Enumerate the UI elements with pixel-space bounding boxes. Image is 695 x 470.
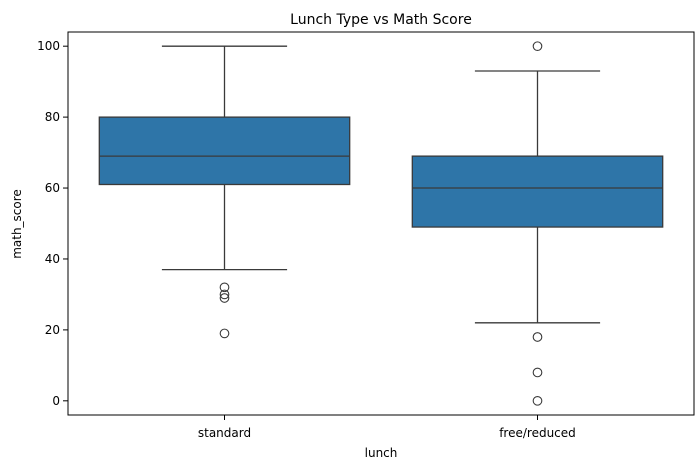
x-tick-label: free/reduced [499,426,576,440]
outlier-point [532,41,543,52]
plot-area [98,41,664,406]
y-tick-label: 0 [52,394,60,408]
iqr-box [98,116,351,186]
y-tick-label: 40 [45,252,60,266]
y-tick-label: 80 [45,110,60,124]
y-axis: 0 20 40 60 80 100 [37,39,68,408]
x-tick-label: standard [198,426,251,440]
outlier-point [532,395,543,406]
plot-frame [67,31,695,416]
chart-title: Lunch Type vs Math Score [290,12,472,28]
outlier-point [532,367,543,378]
y-axis-label: math_score [10,189,24,259]
y-tick-label: 100 [37,39,60,53]
x-axis: standard free/reduced [198,415,576,440]
x-axis-label: lunch [365,446,398,460]
box-2 [411,41,664,406]
outlier-point [219,289,230,300]
outlier-point [219,328,230,339]
y-tick-label: 20 [45,323,60,337]
box-1 [98,45,351,339]
outlier-point [532,332,543,342]
iqr-box [411,155,664,228]
outlier-point [219,293,230,303]
y-tick-label: 60 [45,181,60,195]
outlier-point [219,282,230,293]
